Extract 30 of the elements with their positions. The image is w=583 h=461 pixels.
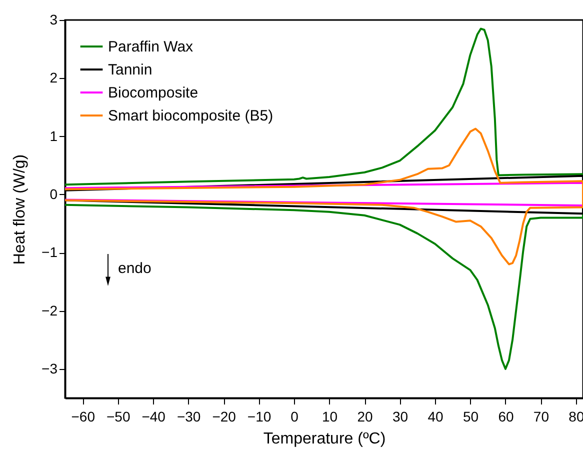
legend-label: Biocomposite — [108, 84, 198, 102]
x-tick-label: −60 — [71, 408, 96, 424]
x-tick-label: −20 — [212, 408, 236, 424]
x-tick-label: −30 — [176, 408, 201, 424]
legend-label: Smart biocomposite (B5) — [108, 108, 274, 124]
legend-label: Paraffin Wax — [108, 38, 194, 56]
x-tick-label: 40 — [428, 408, 444, 424]
y-tick-label: 3 — [50, 12, 58, 28]
annotation: endo — [118, 260, 152, 277]
x-tick-label: −10 — [247, 408, 272, 424]
x-tick-label: 50 — [462, 408, 479, 424]
y-axis-title: Heat flow (W/g) — [12, 154, 29, 265]
x-tick-label: 30 — [392, 408, 408, 424]
x-tick-label: 60 — [498, 408, 514, 424]
x-axis-title: Temperature (ºC) — [263, 430, 386, 448]
x-tick-label: 70 — [533, 408, 550, 424]
y-tick-label: −2 — [42, 302, 58, 318]
line-series — [65, 182, 583, 207]
x-tick-label: 20 — [357, 408, 374, 424]
y-tick-label: 0 — [50, 186, 58, 202]
x-tick-label: −40 — [142, 408, 166, 424]
legend-label: Tannin — [108, 62, 152, 78]
line-series — [65, 28, 583, 370]
x-tick-label: 10 — [322, 408, 338, 424]
x-tick-label: −50 — [106, 408, 130, 424]
y-tick-label: −3 — [42, 360, 58, 376]
y-tick-label: −1 — [42, 244, 58, 260]
y-tick-label: 2 — [50, 70, 58, 86]
y-tick-label: 1 — [50, 128, 58, 144]
x-tick-label: 0 — [290, 408, 299, 424]
